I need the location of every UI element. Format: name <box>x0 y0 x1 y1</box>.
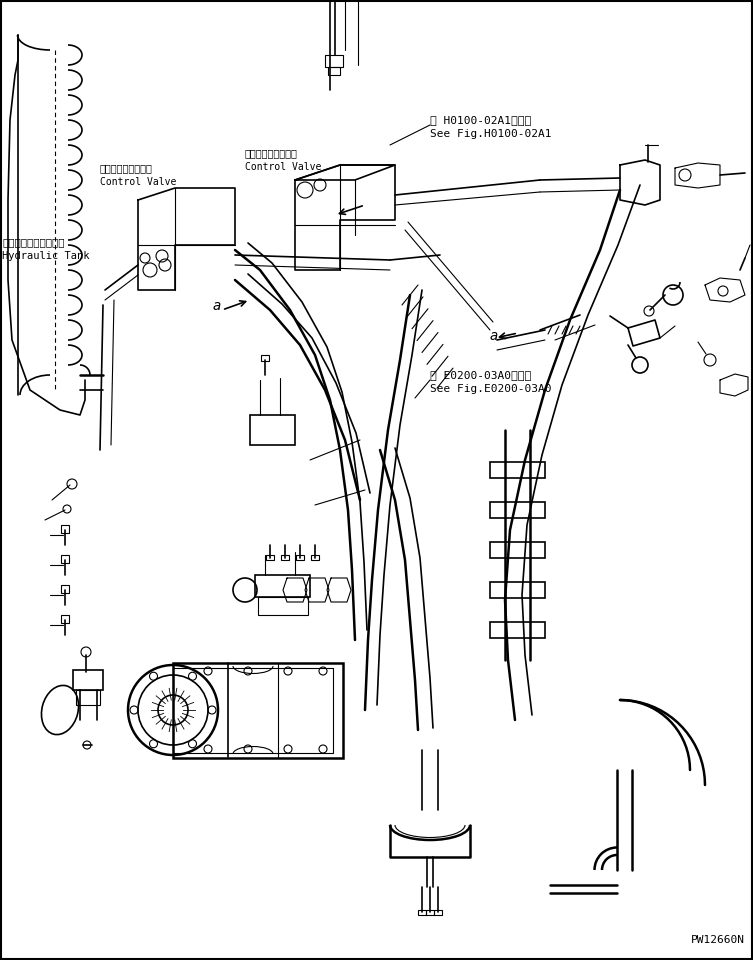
Bar <box>255 575 310 597</box>
Text: 第 E0200-03A0図参照
See Fig.E0200-03A0: 第 E0200-03A0図参照 See Fig.E0200-03A0 <box>430 370 551 394</box>
Bar <box>418 910 426 915</box>
Bar <box>266 555 274 560</box>
Bar <box>61 615 69 623</box>
Bar <box>250 415 295 445</box>
Bar <box>73 670 103 690</box>
Bar <box>426 910 434 915</box>
Bar <box>61 585 69 593</box>
Text: a: a <box>490 329 498 343</box>
Text: コントロールバルブ
Control Valve: コントロールバルブ Control Valve <box>100 163 176 187</box>
Bar <box>61 525 69 533</box>
Bar <box>296 555 304 560</box>
Text: コントロールバルブ
Control Valve: コントロールバルブ Control Valve <box>245 148 322 172</box>
Bar <box>281 555 289 560</box>
Text: ハイドロリックタンク
Hydraulic Tank: ハイドロリックタンク Hydraulic Tank <box>2 237 90 261</box>
Bar <box>173 668 333 753</box>
Bar <box>325 55 343 67</box>
Bar <box>261 355 269 361</box>
Text: a: a <box>213 299 221 313</box>
Bar <box>490 622 545 638</box>
Bar <box>328 67 340 75</box>
Bar <box>258 597 308 615</box>
Bar <box>490 542 545 558</box>
Bar <box>61 555 69 563</box>
Text: PW12660N: PW12660N <box>691 935 745 945</box>
Bar <box>173 663 343 758</box>
Bar <box>490 462 545 478</box>
Bar <box>311 555 319 560</box>
Bar <box>76 690 100 705</box>
Bar <box>490 582 545 598</box>
Bar <box>434 910 442 915</box>
Bar <box>490 502 545 518</box>
Text: 第 H0100-02A1図参照
See Fig.H0100-02A1: 第 H0100-02A1図参照 See Fig.H0100-02A1 <box>430 115 551 139</box>
